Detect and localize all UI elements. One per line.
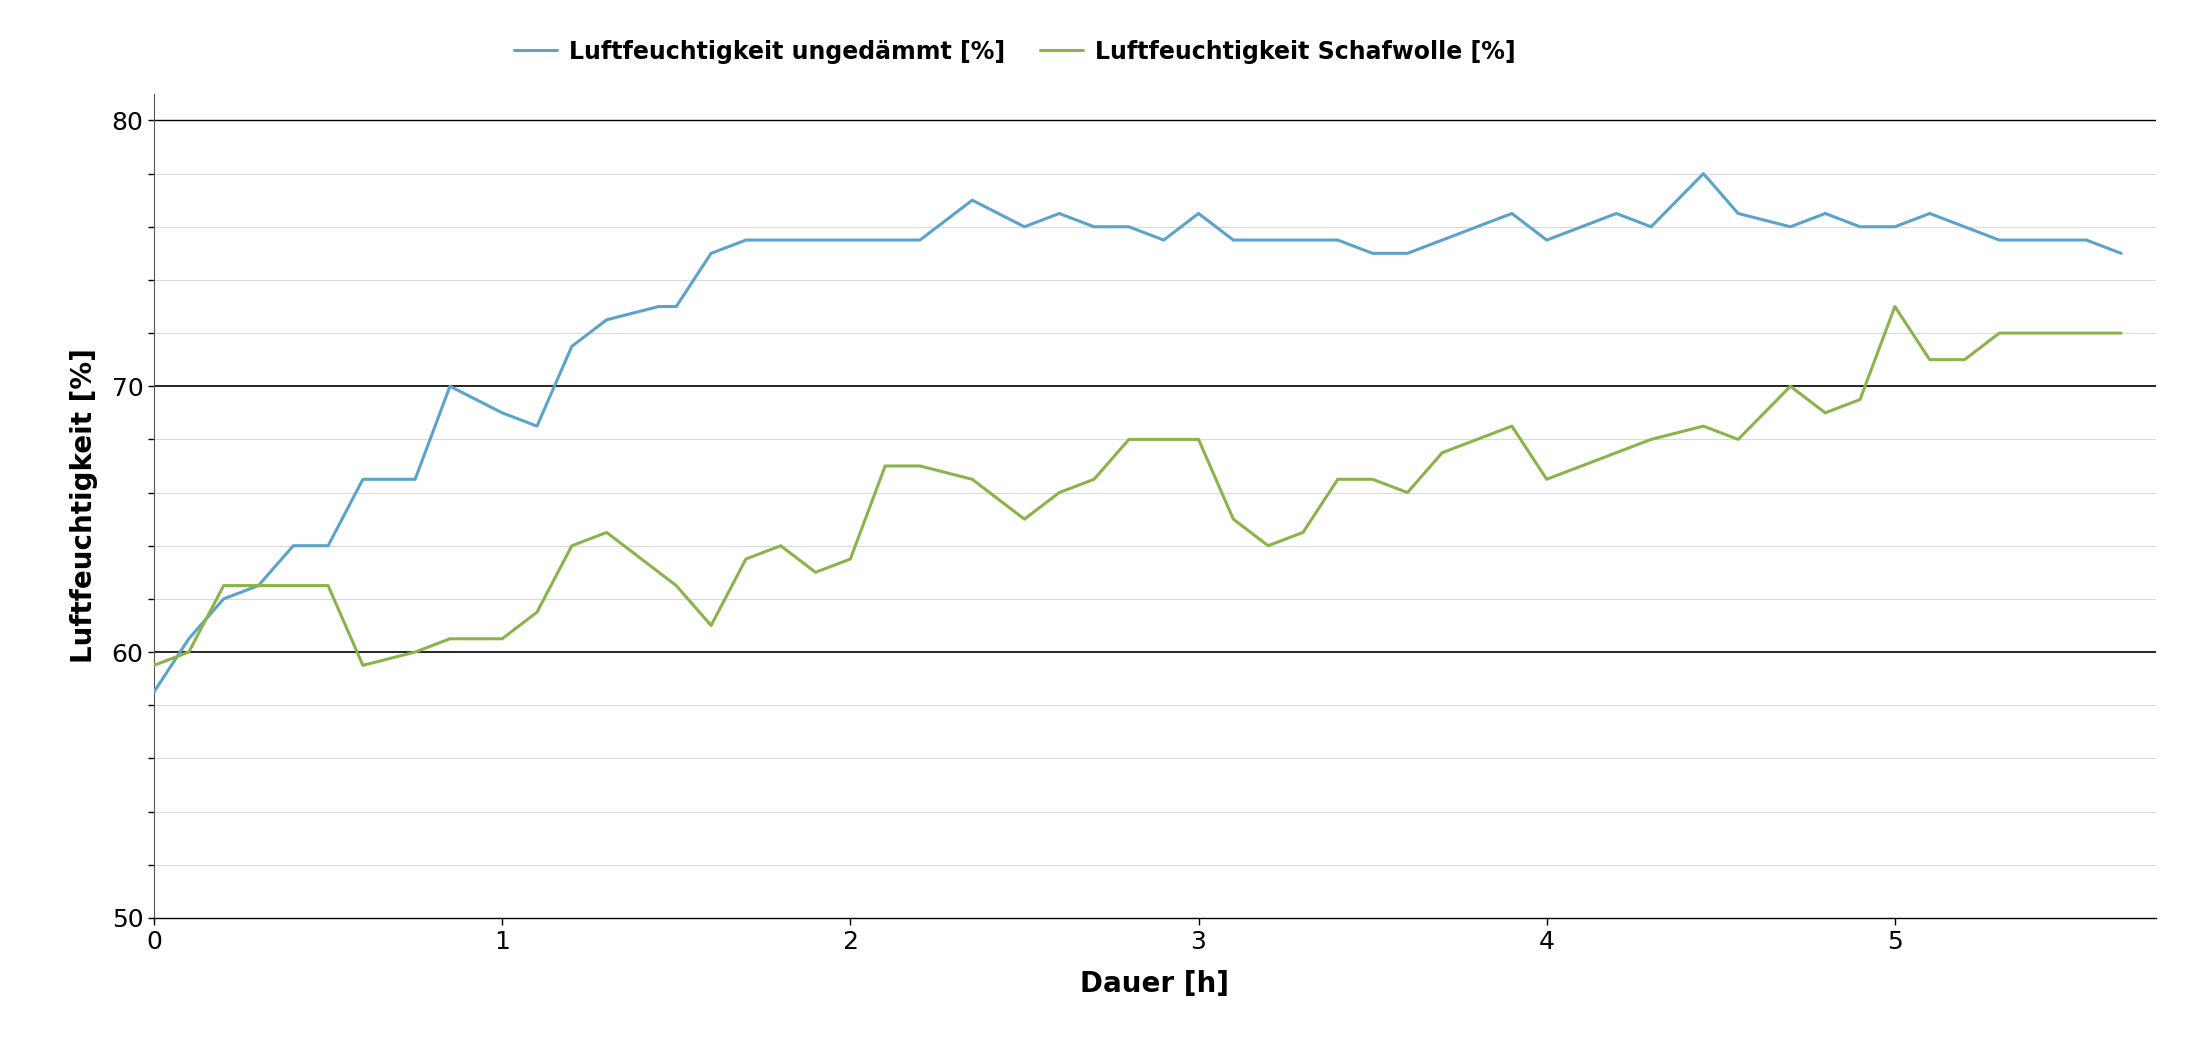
Luftfeuchtigkeit ungedämmt [%]	[2108, 247, 2134, 260]
Line: Luftfeuchtigkeit Schafwolle [%]: Luftfeuchtigkeit Schafwolle [%]	[154, 307, 2121, 665]
Line: Luftfeuchtigkeit ungedämmt [%]: Luftfeuchtigkeit ungedämmt [%]	[154, 173, 2121, 692]
Luftfeuchtigkeit ungedämmt [%]	[1324, 234, 1351, 246]
Luftfeuchtigkeit ungedämmt [%]	[488, 407, 515, 419]
Luftfeuchtigkeit Schafwolle [%]	[1463, 433, 1489, 445]
Luftfeuchtigkeit Schafwolle [%]	[488, 632, 515, 645]
Luftfeuchtigkeit ungedämmt [%]	[1289, 234, 1316, 246]
Luftfeuchtigkeit Schafwolle [%]	[1881, 300, 1907, 313]
Luftfeuchtigkeit Schafwolle [%]	[141, 659, 167, 672]
Luftfeuchtigkeit ungedämmt [%]	[1463, 220, 1489, 233]
Luftfeuchtigkeit Schafwolle [%]	[1221, 513, 1247, 526]
Luftfeuchtigkeit Schafwolle [%]	[1324, 474, 1351, 486]
Luftfeuchtigkeit Schafwolle [%]	[871, 460, 898, 472]
X-axis label: Dauer [h]: Dauer [h]	[1080, 970, 1230, 998]
Luftfeuchtigkeit Schafwolle [%]	[2108, 326, 2134, 339]
Luftfeuchtigkeit ungedämmt [%]	[1690, 167, 1716, 179]
Luftfeuchtigkeit Schafwolle [%]	[1289, 526, 1316, 538]
Y-axis label: Luftfeuchtigkeit [%]: Luftfeuchtigkeit [%]	[70, 348, 97, 663]
Luftfeuchtigkeit ungedämmt [%]	[871, 234, 898, 246]
Legend: Luftfeuchtigkeit ungedämmt [%], Luftfeuchtigkeit Schafwolle [%]: Luftfeuchtigkeit ungedämmt [%], Luftfeuc…	[515, 40, 1516, 64]
Luftfeuchtigkeit ungedämmt [%]	[1221, 234, 1247, 246]
Luftfeuchtigkeit ungedämmt [%]	[141, 685, 167, 698]
